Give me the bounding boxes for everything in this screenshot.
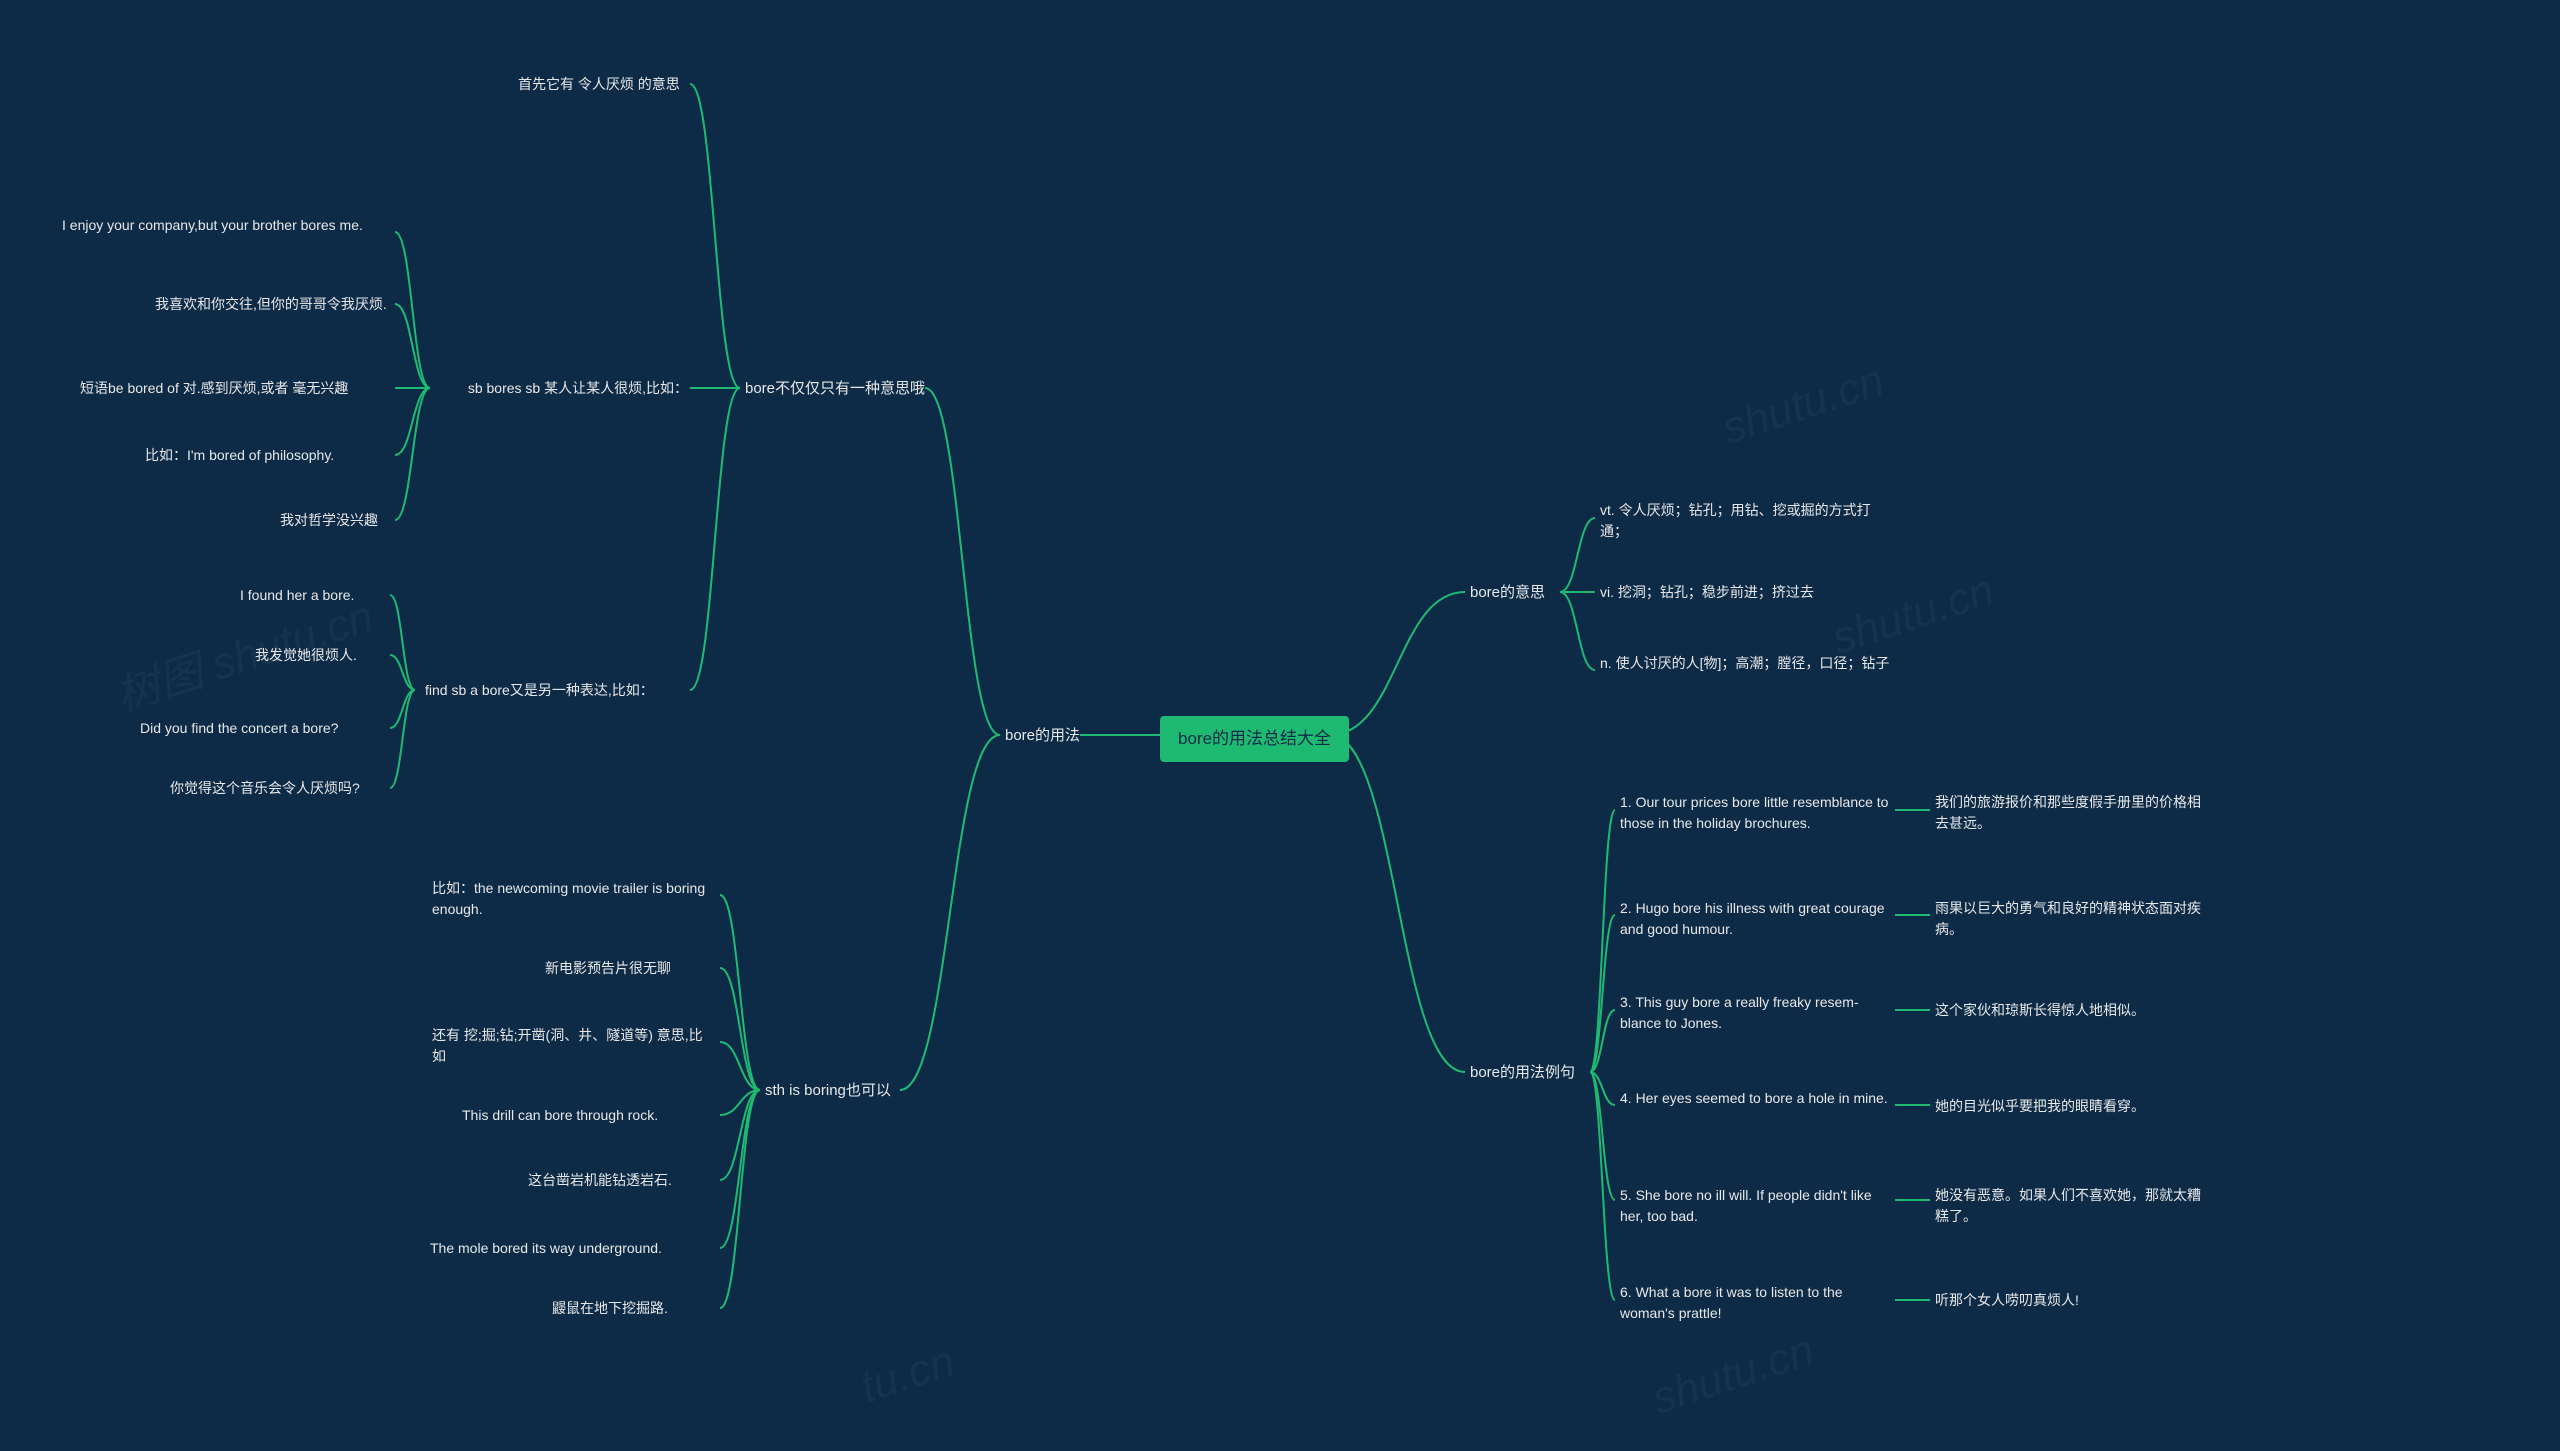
node-s4-en: 4. Her eyes seemed to bore a hole in min… bbox=[1620, 1088, 1888, 1109]
node-s3-zh: 这个家伙和琼斯长得惊人地相似。 bbox=[1935, 1000, 2145, 1021]
node-s6-en: 6. What a bore it was to listen to the w… bbox=[1620, 1282, 1890, 1324]
node-s1-en: 1. Our tour prices bore little resemblan… bbox=[1620, 792, 1890, 834]
node-ex8-zh: 这台凿岩机能钻透岩石. bbox=[528, 1170, 672, 1191]
node-sth-boring[interactable]: sth is boring也可以 bbox=[765, 1080, 891, 1103]
node-s1-zh: 我们的旅游报价和那些度假手册里的价格相去甚远。 bbox=[1935, 792, 2205, 834]
watermark: tu.cn bbox=[855, 1336, 961, 1413]
node-first-meaning[interactable]: 首先它有 令人厌烦 的意思 bbox=[518, 74, 680, 95]
node-meaning-lbl[interactable]: bore不仅仅只有一种意思哦 bbox=[745, 378, 925, 401]
watermark: shutu.cn bbox=[1646, 1326, 1820, 1425]
node-ex8-en: This drill can bore through rock. bbox=[462, 1105, 658, 1126]
node-ex9-en: The mole bored its way underground. bbox=[430, 1238, 662, 1259]
node-ex9-zh: 鼹鼠在地下挖掘路. bbox=[552, 1298, 668, 1319]
watermark: shutu.cn bbox=[1716, 356, 1890, 455]
node-ex4-en: I found her a bore. bbox=[240, 585, 354, 606]
node-ex1-en: I enjoy your company,but your brother bo… bbox=[62, 215, 363, 236]
node-usage[interactable]: bore的用法 bbox=[1005, 725, 1080, 748]
watermark: shutu.cn bbox=[1826, 566, 2000, 665]
node-s2-en: 2. Hugo bore his illness with great cour… bbox=[1620, 898, 1890, 940]
node-m-vi: vi. 挖洞；钻孔；稳步前进；挤过去 bbox=[1600, 582, 1814, 603]
node-ex3-en: 比如：I'm bored of philosophy. bbox=[145, 445, 334, 466]
node-sb-bores[interactable]: sb bores sb 某人让某人很烦,比如： bbox=[438, 378, 688, 399]
node-m-vt: vt. 令人厌烦；钻孔；用钻、挖或掘的方式打通； bbox=[1600, 500, 1890, 542]
node-m-n: n. 使人讨厌的人[物]；高潮；膛径，口径；钻子 bbox=[1600, 653, 1889, 674]
node-s4-zh: 她的目光似乎要把我的眼睛看穿。 bbox=[1935, 1096, 2145, 1117]
node-ex2-zh: 短语be bored of 对.感到厌烦,或者 毫无兴趣 bbox=[80, 378, 348, 399]
node-ex7-zh: 还有 挖;掘;钻;开凿(洞、井、隧道等) 意思,比如 bbox=[432, 1025, 712, 1067]
node-ex5-en: Did you find the concert a bore? bbox=[140, 718, 338, 739]
node-ex6-zh: 新电影预告片很无聊 bbox=[545, 958, 671, 979]
node-s5-zh: 她没有恶意。如果人们不喜欢她，那就太糟糕了。 bbox=[1935, 1185, 2205, 1227]
node-ex6-en: 比如：the newcoming movie trailer is boring… bbox=[432, 878, 712, 920]
node-meaning[interactable]: bore的意思 bbox=[1470, 582, 1545, 605]
node-ex1-zh: 我喜欢和你交往,但你的哥哥令我厌烦. bbox=[155, 294, 387, 315]
node-s6-zh: 听那个女人唠叨真烦人! bbox=[1935, 1290, 2079, 1311]
node-find-bore[interactable]: find sb a bore又是另一种表达,比如： bbox=[425, 680, 654, 701]
node-s5-en: 5. She bore no ill will. If people didn'… bbox=[1620, 1185, 1890, 1227]
node-s3-en: 3. This guy bore a really freaky resem-b… bbox=[1620, 992, 1890, 1034]
node-ex4-zh: 我发觉她很烦人. bbox=[255, 645, 357, 666]
node-ex3-zh: 我对哲学没兴趣 bbox=[280, 510, 378, 531]
root-node[interactable]: bore的用法总结大全 bbox=[1160, 716, 1349, 762]
node-ex5-zh: 你觉得这个音乐会令人厌烦吗? bbox=[170, 778, 360, 799]
node-examples[interactable]: bore的用法例句 bbox=[1470, 1062, 1575, 1085]
node-s2-zh: 雨果以巨大的勇气和良好的精神状态面对疾病。 bbox=[1935, 898, 2205, 940]
